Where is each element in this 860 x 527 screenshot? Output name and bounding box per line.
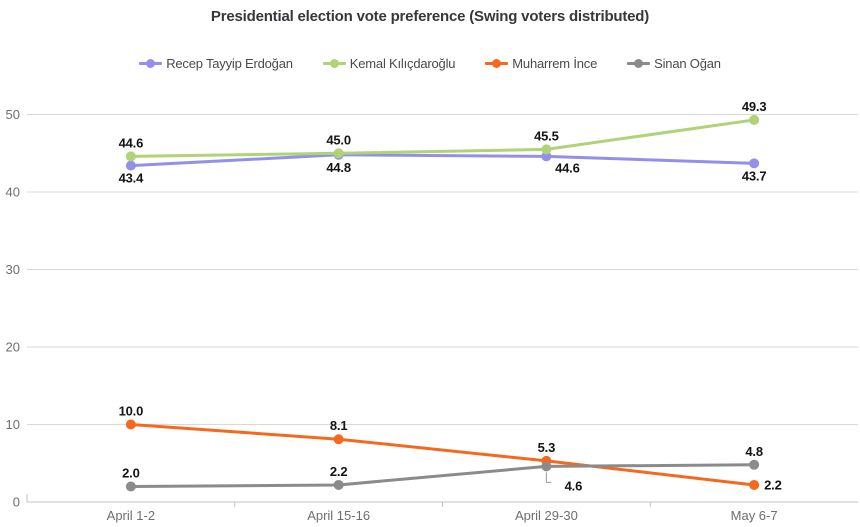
data-label-kemal-k-l-daro-lu-0: 44.6 bbox=[119, 135, 144, 150]
x-tick-label-april: April 15-16 bbox=[307, 508, 370, 523]
data-label-recep-tayyip-erdo-an-3: 43.7 bbox=[742, 168, 767, 183]
legend-item-kilicdaroglu[interactable]: Kemal Kılıçdaroğlu bbox=[322, 56, 456, 71]
data-label-recep-tayyip-erdo-an-0: 43.4 bbox=[119, 171, 144, 186]
point-muharrem-i-nce-0 bbox=[125, 419, 136, 430]
data-label-sinan-o-an-0: 2.0 bbox=[122, 466, 139, 481]
point-muharrem-i-nce-3 bbox=[749, 479, 760, 490]
data-label-sinan-o-an-2: 4.6 bbox=[565, 478, 582, 493]
point-kemal-k-l-daro-lu-3 bbox=[749, 114, 760, 125]
series-line-muharrem-i-nce bbox=[129, 423, 756, 487]
data-label-kemal-k-l-daro-lu-2: 45.5 bbox=[534, 128, 559, 143]
series-line-kemal-k-l-daro-lu bbox=[129, 118, 756, 158]
data-label-muharrem-i-nce-3: 2.2 bbox=[764, 477, 781, 492]
series-muharrem-i-nce bbox=[125, 419, 760, 490]
legend-item-ogan[interactable]: Sinan Oğan bbox=[627, 56, 721, 71]
legend: Recep Tayyip Erdoğan Kemal Kılıçdaroğlu … bbox=[0, 56, 860, 71]
legend-item-ince[interactable]: Muharrem İnce bbox=[485, 56, 597, 71]
series-kemal-k-l-daro-lu bbox=[125, 114, 760, 162]
point-recep-tayyip-erdo-an-0 bbox=[125, 160, 136, 171]
x-tick-label-april: April 1-2 bbox=[107, 508, 155, 523]
legend-label-ince: Muharrem İnce bbox=[512, 56, 598, 71]
y-tick-label-30: 30 bbox=[6, 262, 20, 277]
data-label-recep-tayyip-erdo-an-2: 44.6 bbox=[555, 160, 580, 175]
point-kemal-k-l-daro-lu-1 bbox=[333, 148, 344, 159]
data-label-sinan-o-an-3: 4.8 bbox=[745, 444, 762, 459]
point-kemal-k-l-daro-lu-0 bbox=[125, 151, 136, 162]
data-label-kemal-k-l-daro-lu-3: 49.3 bbox=[742, 99, 767, 114]
data-label-muharrem-i-nce-1: 8.1 bbox=[330, 418, 347, 433]
legend-marker-erdogan-icon bbox=[139, 58, 163, 69]
point-recep-tayyip-erdo-an-3 bbox=[749, 158, 760, 169]
y-tick-label-40: 40 bbox=[6, 185, 20, 200]
point-sinan-o-an-3 bbox=[749, 459, 760, 470]
y-tick-label-0: 0 bbox=[13, 495, 20, 510]
point-kemal-k-l-daro-lu-2 bbox=[541, 144, 552, 155]
series-sinan-o-an bbox=[125, 459, 760, 492]
point-recep-tayyip-erdo-an-2 bbox=[541, 151, 552, 162]
legend-marker-ogan-icon bbox=[627, 58, 651, 69]
series-line-recep-tayyip-erdo-an bbox=[129, 153, 756, 168]
data-label-sinan-o-an-1: 2.2 bbox=[330, 464, 347, 479]
x-tick-label-may: May 6-7 bbox=[731, 508, 778, 523]
point-sinan-o-an-0 bbox=[125, 481, 136, 492]
y-tick-label-20: 20 bbox=[6, 340, 20, 355]
series-line-sinan-o-an bbox=[129, 463, 756, 488]
legend-item-erdogan[interactable]: Recep Tayyip Erdoğan bbox=[139, 56, 293, 71]
y-tick-label-10: 10 bbox=[6, 417, 20, 432]
legend-marker-ince-icon bbox=[485, 58, 509, 69]
data-label-muharrem-i-nce-2: 5.3 bbox=[538, 440, 555, 455]
legend-marker-kilicdaroglu-icon bbox=[322, 58, 346, 69]
data-label-kemal-k-l-daro-lu-1: 45.0 bbox=[326, 132, 351, 147]
point-sinan-o-an-2 bbox=[541, 461, 552, 472]
point-muharrem-i-nce-1 bbox=[333, 434, 344, 445]
y-tick-label-50: 50 bbox=[6, 107, 20, 122]
point-sinan-o-an-1 bbox=[333, 479, 344, 490]
chart-title: Presidential election vote preference (S… bbox=[210, 8, 650, 25]
legend-label-kilicdaroglu: Kemal Kılıçdaroğlu bbox=[349, 56, 456, 71]
data-label-recep-tayyip-erdo-an-1: 44.8 bbox=[326, 160, 351, 175]
legend-label-erdogan: Recep Tayyip Erdoğan bbox=[166, 56, 293, 71]
label-leader-line bbox=[545, 472, 552, 483]
series-recep-tayyip-erdo-an bbox=[125, 149, 760, 171]
legend-label-ogan: Sinan Oğan bbox=[654, 56, 721, 71]
x-tick-label-april: April 29-30 bbox=[515, 508, 578, 523]
data-label-muharrem-i-nce-0: 10.0 bbox=[119, 404, 144, 419]
